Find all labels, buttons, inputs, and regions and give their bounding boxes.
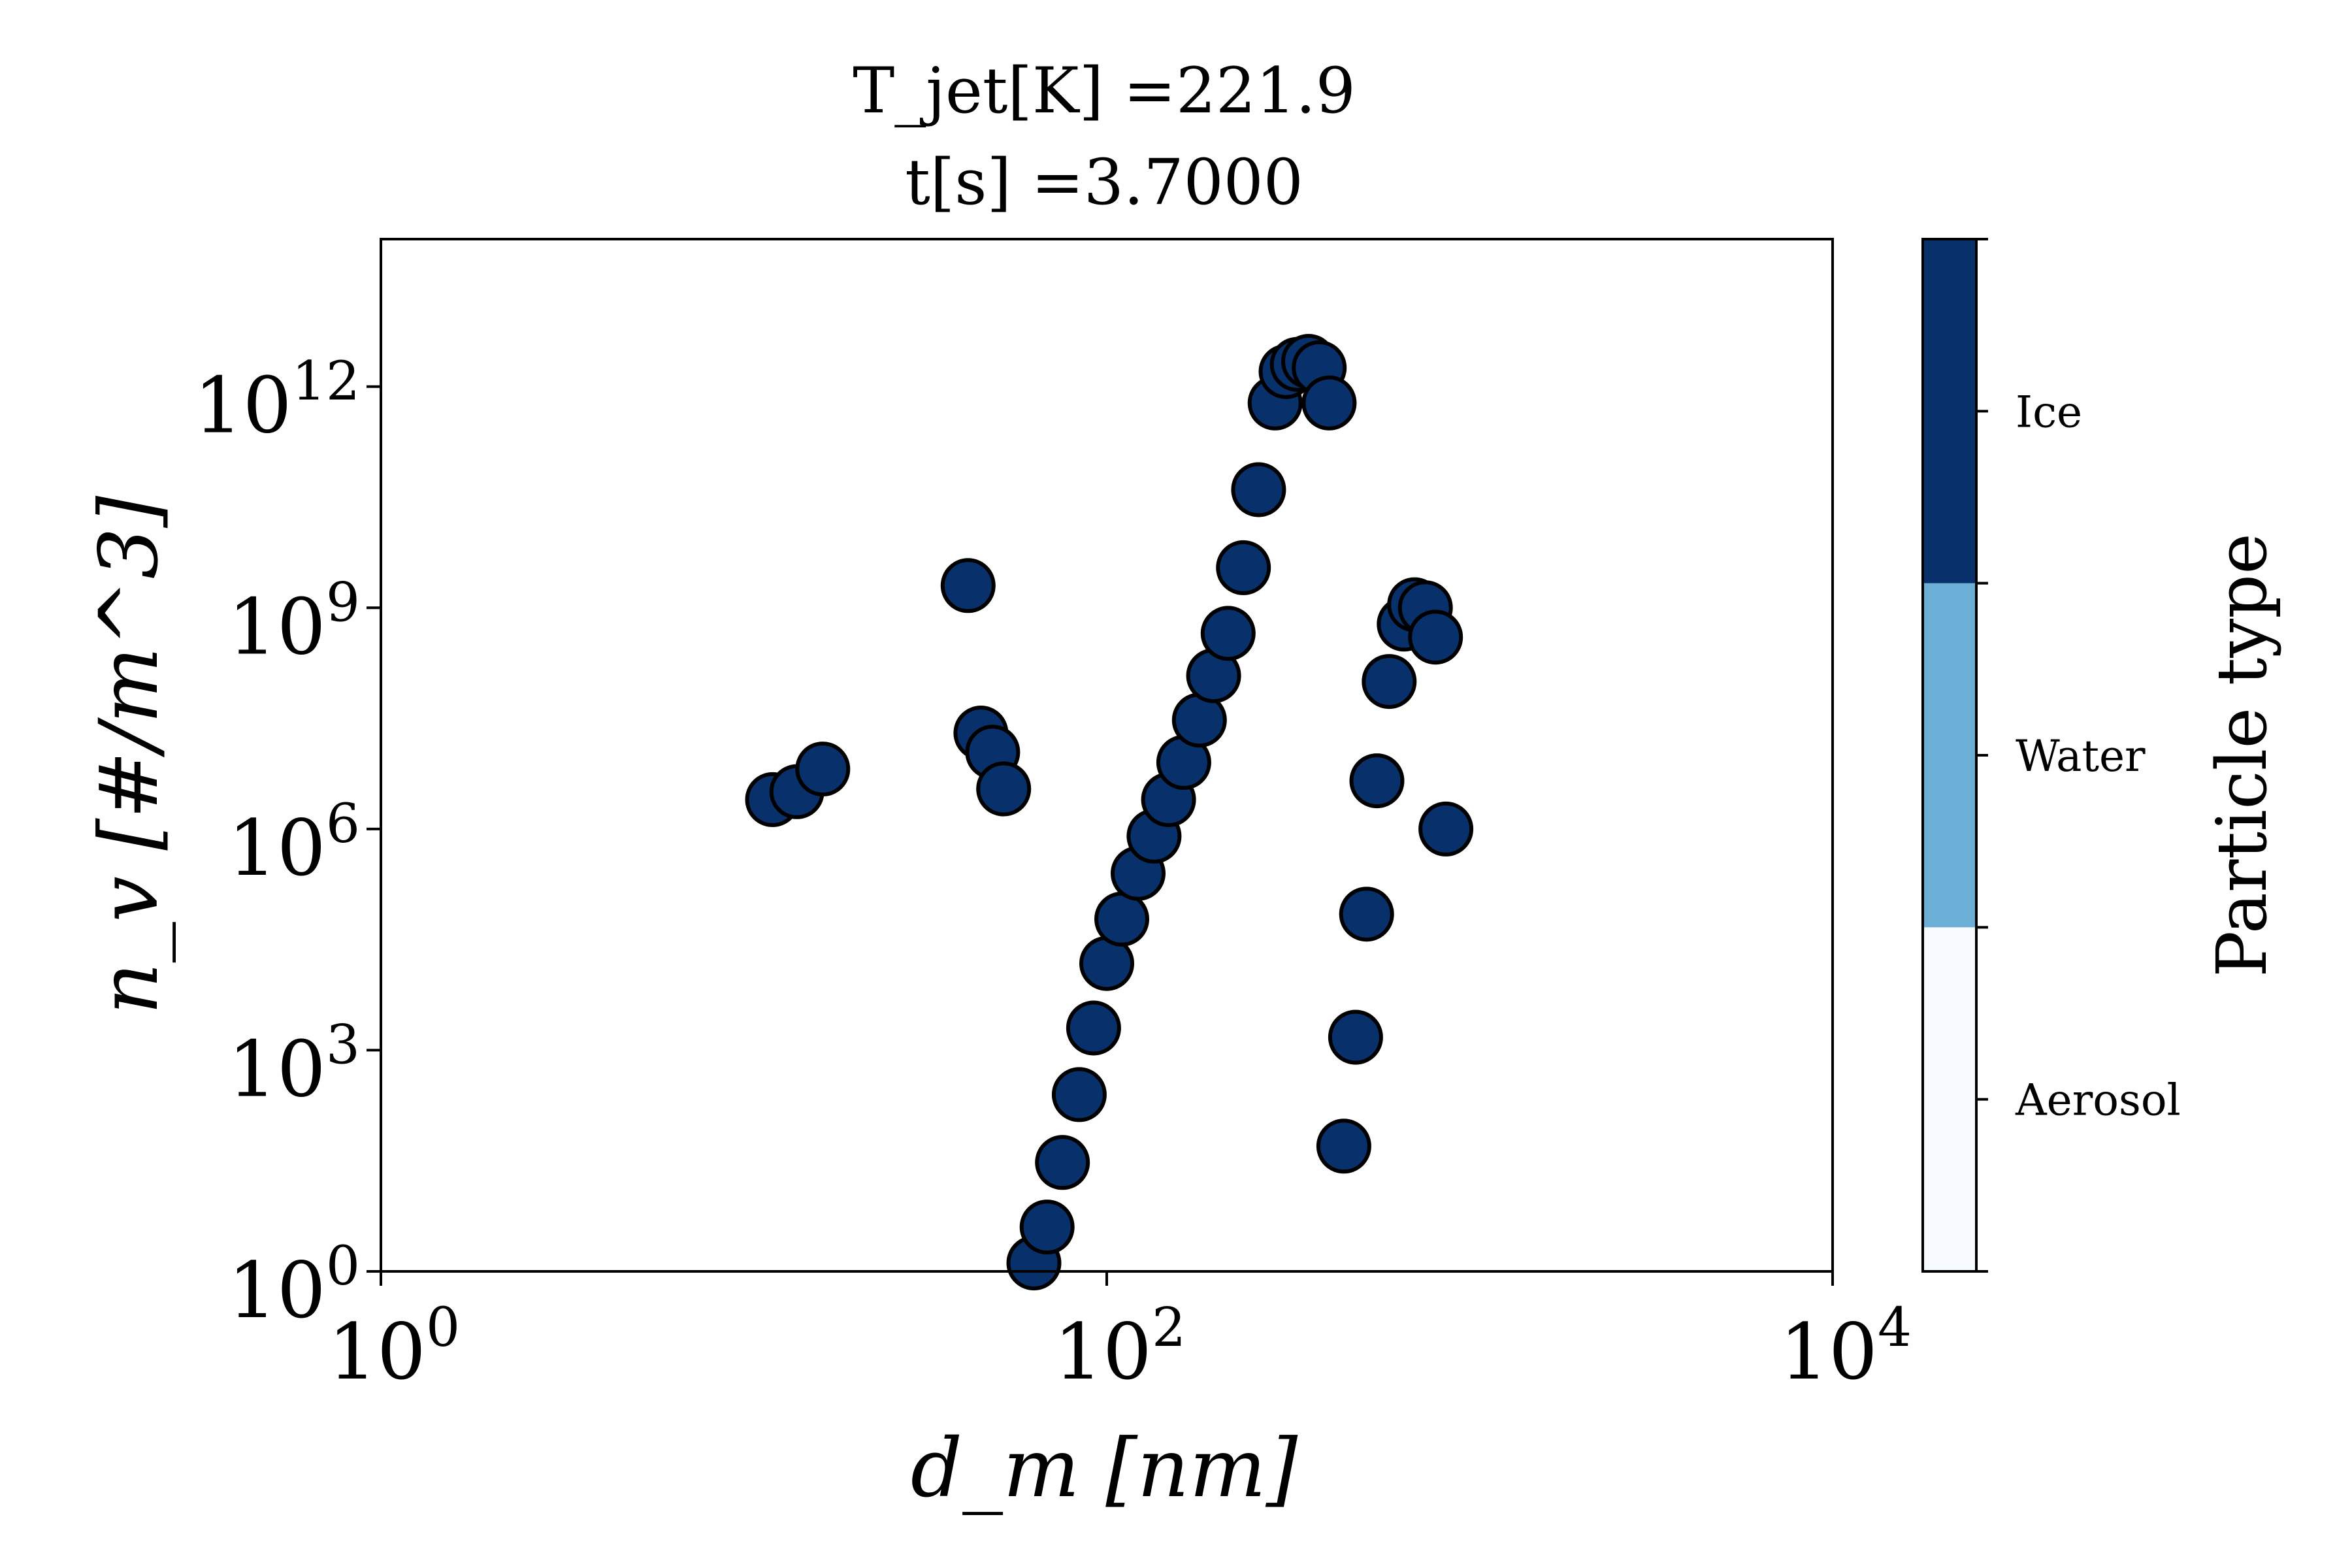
colorbar-segment (1923, 239, 1976, 583)
y-tick-label: 103 (228, 1014, 360, 1114)
y-axis-label: n_v [#/m^3] (82, 495, 176, 1015)
data-point (1339, 887, 1394, 942)
colorbar-segments (1923, 239, 1976, 1271)
x-tick-label: 100 (328, 1297, 460, 1397)
data-point (1035, 1135, 1090, 1190)
colorbar-label: Particle type (2202, 533, 2282, 977)
colorbar-segment (1923, 583, 1976, 928)
data-point (1231, 462, 1286, 517)
x-axis-ticks: 100 102 104 (328, 1271, 1912, 1397)
y-axis-ticks: 100 103 106 109 1012 (194, 351, 381, 1335)
data-point (1408, 610, 1463, 665)
plot-area (380, 238, 1834, 1273)
data-point (1216, 540, 1271, 595)
x-tick-label: 102 (1054, 1297, 1186, 1397)
data-point (976, 761, 1032, 817)
y-tick-label: 109 (228, 572, 360, 672)
y-tick-label: 106 (228, 793, 360, 893)
data-point (1051, 1067, 1107, 1122)
colorbar-tick-label: Water (2016, 731, 2146, 781)
colorbar-segment (1923, 927, 1976, 1271)
data-point (1094, 891, 1149, 947)
scatter-points (745, 334, 1474, 1291)
y-tick-label: 100 (228, 1235, 360, 1335)
data-point (1349, 753, 1405, 809)
colorbar-tick-label: Aerosol (2015, 1075, 2181, 1126)
y-tick-label: 1012 (194, 351, 361, 451)
colorbar-ticks: Aerosol Water Ice (1976, 238, 2181, 1273)
data-point (940, 558, 996, 613)
chart-title-line-1: T_jet[K] =221.9 (853, 54, 1356, 127)
x-tick-label: 104 (1780, 1297, 1912, 1397)
data-point (1362, 654, 1417, 710)
x-axis-label: d_m [nm] (911, 1422, 1298, 1516)
data-point (1066, 1000, 1121, 1056)
data-point (1418, 801, 1474, 857)
data-point (1316, 1119, 1371, 1174)
colorbar: Aerosol Water Ice Particle type (1921, 238, 2282, 1273)
data-point (1200, 606, 1256, 661)
colorbar-tick-label: Ice (2016, 387, 2082, 437)
data-point (795, 742, 851, 797)
data-point (1019, 1200, 1075, 1255)
data-point (1301, 375, 1357, 431)
data-point (1328, 1009, 1383, 1065)
chart-title-line-2: t[s] =3.7000 (905, 146, 1303, 219)
